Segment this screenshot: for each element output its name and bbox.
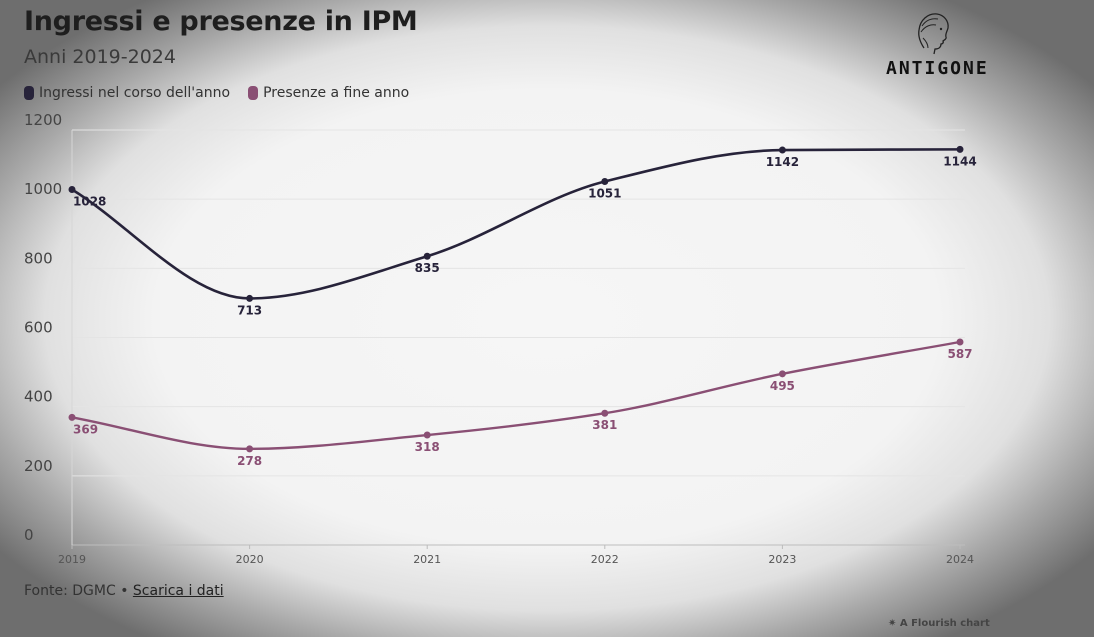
head-profile-icon — [918, 13, 949, 55]
data-label: 1142 — [766, 155, 799, 169]
legend: Ingressi nel corso dell'anno Presenze a … — [24, 85, 409, 101]
legend-swatch-ingressi — [24, 86, 34, 100]
series-lines — [68, 145, 964, 453]
data-point — [423, 431, 431, 439]
footer: Fonte: DGMC • Scarica i dati — [24, 583, 224, 599]
data-point — [68, 185, 76, 193]
y-tick-label: 1000 — [24, 180, 62, 198]
x-tick-label: 2019 — [58, 553, 86, 566]
data-point — [778, 146, 786, 154]
data-label: 495 — [770, 379, 795, 393]
data-point — [246, 294, 254, 302]
legend-item-ingressi[interactable]: Ingressi nel corso dell'anno — [24, 85, 230, 101]
data-point — [601, 409, 609, 417]
source-text: Fonte: DGMC • — [24, 583, 129, 599]
legend-item-presenze[interactable]: Presenze a fine anno — [248, 85, 409, 101]
y-tick-label: 0 — [24, 526, 34, 544]
y-tick-label: 800 — [24, 249, 53, 267]
data-label: 278 — [237, 454, 262, 468]
chart-subtitle: Anni 2019-2024 — [24, 46, 176, 68]
data-label: 587 — [947, 347, 972, 361]
data-labels: 1028 713 835 1051 1142 1144 369 278 318 381 495 587 — [73, 154, 977, 467]
data-label: 835 — [415, 261, 440, 275]
legend-label-ingressi: Ingressi nel corso dell'anno — [39, 85, 231, 101]
series-line-0 — [71, 148, 961, 300]
x-axis-ticks: 2019 2020 2021 2022 2023 2024 — [58, 545, 974, 566]
data-label: 369 — [73, 422, 98, 436]
flourish-credit-text: A Flourish chart — [899, 618, 990, 629]
data-point — [956, 145, 964, 153]
antigone-logo[interactable]: ANTIGONE — [886, 8, 989, 79]
data-label: 318 — [415, 440, 440, 454]
y-tick-label: 600 — [24, 319, 53, 337]
download-data-link[interactable]: Scarica i dati — [132, 583, 224, 599]
grid-lines — [71, 129, 965, 546]
data-point — [246, 445, 254, 453]
data-label: 1028 — [73, 194, 106, 208]
data-label: 1144 — [943, 154, 976, 168]
legend-swatch-presenze — [248, 86, 259, 100]
data-point — [956, 338, 964, 346]
x-tick-label: 2023 — [768, 553, 796, 566]
x-tick-label: 2020 — [236, 553, 264, 566]
logo-text: ANTIGONE — [886, 58, 989, 79]
y-axis-ticks: 0 200 400 600 800 1000 1200 — [24, 111, 62, 544]
series-line-1 — [71, 340, 961, 451]
x-tick-label: 2024 — [946, 553, 974, 566]
data-point — [601, 178, 609, 186]
data-label: 713 — [237, 303, 262, 317]
data-label: 381 — [592, 418, 617, 432]
chart-title: Ingressi e presenze in IPM — [24, 6, 418, 37]
flourish-credit[interactable]: ✷ A Flourish chart — [888, 618, 990, 629]
data-point — [68, 413, 76, 421]
y-tick-label: 400 — [24, 388, 53, 406]
data-label: 1051 — [588, 187, 621, 201]
data-point — [778, 370, 786, 378]
x-tick-label: 2021 — [413, 553, 441, 566]
x-tick-label: 2022 — [591, 553, 619, 566]
data-point — [423, 252, 431, 260]
y-tick-label: 200 — [24, 457, 53, 475]
y-tick-label: 1200 — [24, 111, 62, 129]
legend-label-presenze: Presenze a fine anno — [263, 85, 410, 101]
flourish-icon: ✷ — [888, 618, 897, 629]
